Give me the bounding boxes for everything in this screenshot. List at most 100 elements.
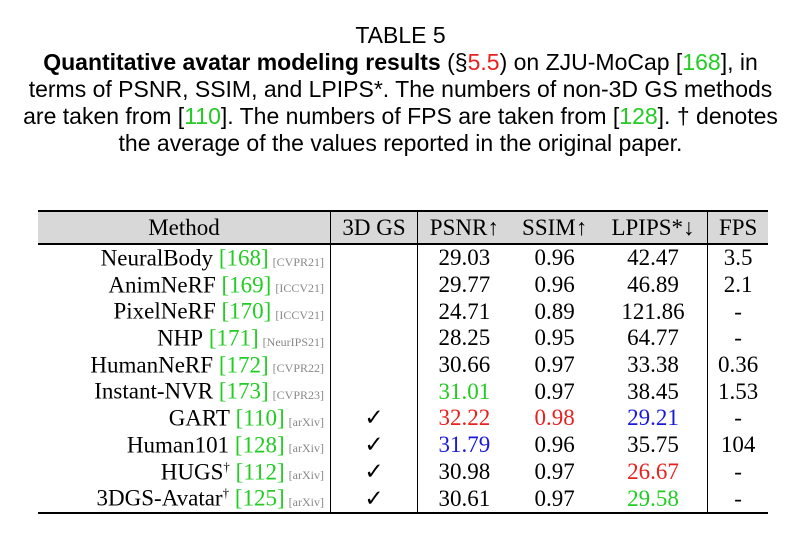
citation-link[interactable]: 128 [619,103,658,129]
gs-cell: ✓ [329,405,418,432]
psnr-cell: 30.66 [417,351,511,379]
cite-bracket: [ [235,459,244,485]
cite-bracket: [ [221,272,230,298]
method-name: AnimNeRF [108,272,216,298]
method-name: HUGS [160,459,224,485]
cite-bracket: ] [260,245,269,271]
ssim-cell: 0.96 [534,432,575,458]
citation-link[interactable]: 128 [242,432,278,458]
gs-cell [329,244,418,272]
dagger-mark: † [222,485,230,501]
table-caption: TABLE 5 Quantitative avatar modeling res… [0,22,801,157]
ssim-cell: 0.96 [534,245,575,271]
table-row: Human101 [128] [arXiv] ✓ 31.79 0.96 35.75 104 [38,431,768,459]
fps-cell: 1.53 [707,378,768,406]
lpips-cell: 35.75 [627,432,679,458]
method-name: NHP [157,325,204,351]
caption-title: Quantitative avatar modeling results [43,49,441,75]
ssim-cell: 0.96 [534,272,575,298]
header-fps: FPS [707,211,768,244]
venue-label: [ICCV21] [275,281,324,296]
header-psnr: PSNR↑ [417,211,511,244]
method-name: PixelNeRF [113,299,216,325]
psnr-cell: 32.22 [417,405,511,432]
fps-cell: 3.5 [707,244,768,272]
cite-bracket: ] [260,352,269,378]
citation-link[interactable]: 171 [216,325,252,351]
ssim-cell: 0.98 [534,405,575,431]
table-row: AnimNeRF [169] [ICCV21] 29.77 0.96 46.89 2.1 [38,271,768,299]
table-row: 3DGS-Avatar† [125] [arXiv] ✓ 30.61 0.97 29.58… [38,485,768,513]
fps-cell: - [707,298,768,326]
method-cell: NeuralBody [168] [CVPR21] [38,244,331,272]
method-name: NeuralBody [100,245,214,271]
cite-bracket: ] [263,299,272,325]
cite-bracket: ] [277,405,285,431]
table-row: Instant-NVR [173] [CVPR23] 31.01 0.97 38.45 1… [38,378,768,406]
method-cell: 3DGS-Avatar† [125] [arXiv] [38,485,331,513]
psnr-cell: 31.01 [417,378,511,406]
psnr-cell: 31.79 [417,431,511,459]
ssim-cell: 0.89 [534,298,575,324]
header-ssim: SSIM↑ [510,211,599,244]
caption-rest-1: ], in terms of PSNR, SSIM, and LPIPS*. T… [23,49,773,129]
table-row: PixelNeRF [170] [ICCV21] 24.71 0.89 121.86- [38,298,768,326]
citation-link[interactable]: 170 [229,299,264,325]
caption-on-text: ) on ZJU-MoCap [ [499,49,683,75]
fps-cell: 0.36 [707,351,768,379]
citation-link[interactable]: 110 [243,405,277,431]
venue-label: [CVPR23] [272,388,324,403]
header-lpips: LPIPS*↓ [598,211,708,244]
cite-bracket: [ [234,485,243,511]
psnr-cell: 29.03 [417,244,511,272]
cite-bracket: ] [263,272,272,298]
citation-link[interactable]: 172 [226,352,261,378]
venue-label: [arXiv] [288,494,324,509]
cite-bracket: ] [251,325,259,351]
table-row: HUGS† [112] [arXiv] ✓ 30.98 0.97 26.67- [38,458,768,486]
method-cell: AnimNeRF [169] [ICCV21] [38,272,331,299]
cite-bracket: [ [218,245,227,271]
caption-rest-3: ]. † denotes the average of the values r… [118,103,778,156]
citation-link[interactable]: 110 [184,103,221,129]
ssim-cell: 0.97 [534,485,575,511]
citation-link[interactable]: 112 [243,459,277,485]
method-cell: PixelNeRF [170] [ICCV21] [38,298,331,325]
cite-bracket: ] [277,432,285,458]
cite-bracket: ] [277,459,285,485]
citation-link[interactable]: 168 [682,49,721,75]
cite-bracket: ] [260,379,269,405]
fps-cell: - [707,405,768,432]
lpips-cell: 64.77 [627,325,679,351]
method-name: HumanNeRF [90,352,214,378]
table-label: TABLE 5 [355,22,446,48]
cite-bracket: [ [235,405,244,431]
caption-rest-2: ]. The numbers of FPS are taken from [ [220,103,620,129]
venue-label: [CVPR21] [272,254,324,269]
cite-bracket: [ [218,352,227,378]
cite-bracket: [ [218,379,227,405]
section-link[interactable]: 5.5 [467,49,500,75]
table-row: GART [110] [arXiv] ✓ 32.22 0.98 29.21- [38,405,768,432]
fps-cell: - [707,458,768,486]
fps-cell: 104 [707,431,768,459]
header-row: Method 3D GS PSNR↑ SSIM↑ LPIPS*↓ FPS [38,211,768,244]
method-name: 3DGS-Avatar [96,485,223,511]
lpips-cell: 38.45 [627,378,679,404]
fps-cell: 2.1 [707,271,768,299]
table-row: NHP [171] [NeurIPS21] 28.25 0.95 64.77 - [38,325,768,352]
citation-link[interactable]: 125 [242,485,278,511]
citation-link[interactable]: 173 [226,379,261,405]
venue-label: [arXiv] [288,468,324,483]
method-cell: HumanNeRF [172] [CVPR22] [38,352,331,379]
venue-label: [NeurIPS21] [262,334,324,349]
citation-link[interactable]: 169 [229,272,264,298]
method-cell: Instant-NVR [173] [CVPR23] [38,378,331,405]
lpips-cell: 29.58 [627,485,679,511]
caption-text: Quantitative avatar modeling results (§5… [0,49,801,157]
lpips-cell: 33.38 [627,352,679,378]
citation-link[interactable]: 168 [226,245,261,271]
ssim-cell: 0.95 [534,325,575,351]
psnr-cell: 28.25 [417,325,511,352]
results-table: Method 3D GS PSNR↑ SSIM↑ LPIPS*↓ FPS Neu… [38,210,768,514]
